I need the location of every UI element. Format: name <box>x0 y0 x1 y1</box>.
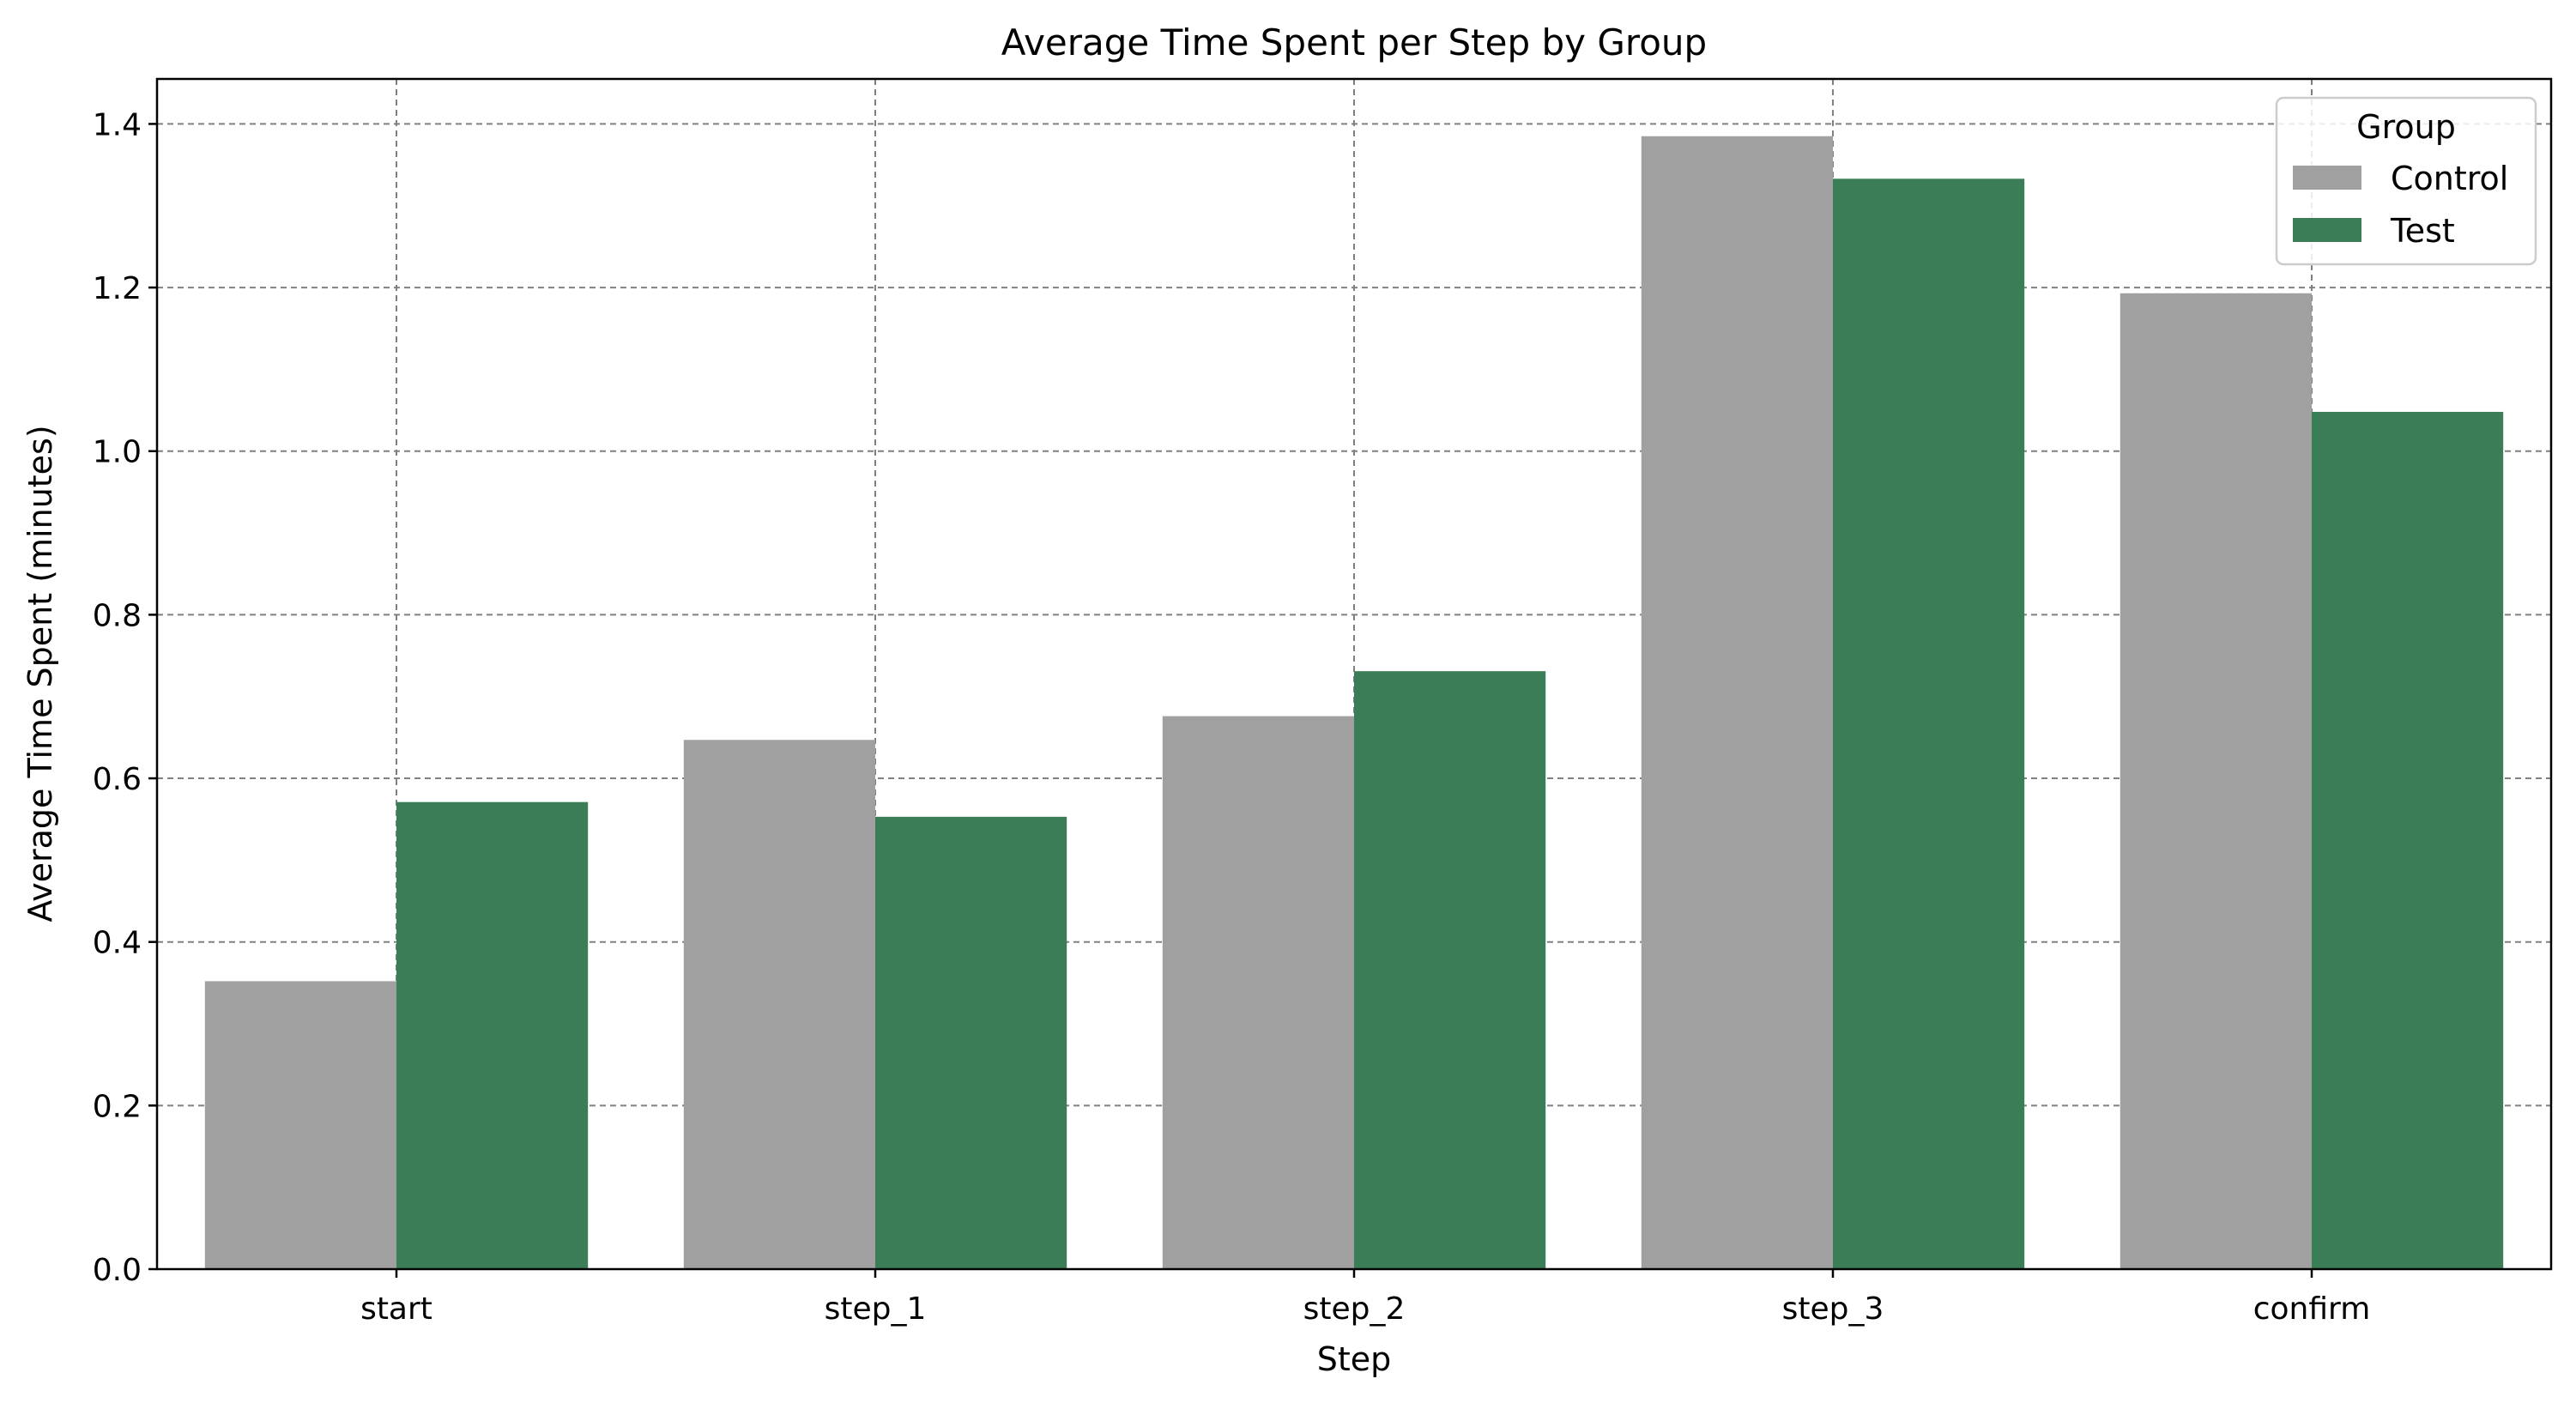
x-axis-label: Step <box>1317 1340 1392 1378</box>
bars <box>204 136 2504 1269</box>
y-axis: 0.0 0.2 0.4 0.6 0.8 1.0 1.2 1.4 <box>93 107 157 1288</box>
x-tick-label: step_1 <box>825 1291 927 1327</box>
bar-test-start <box>396 801 589 1269</box>
y-tick-label: 0.6 <box>93 762 142 797</box>
y-tick-label: 1.2 <box>93 271 142 306</box>
bar-control-start <box>204 981 396 1269</box>
y-axis-label: Average Time Spent (minutes) <box>21 425 59 922</box>
bar-test-step-1 <box>875 816 1067 1269</box>
y-tick-label: 0.4 <box>93 926 142 961</box>
legend-label-test: Test <box>2390 212 2455 250</box>
legend-title: Group <box>2356 108 2456 146</box>
bar-control-confirm <box>2119 293 2312 1269</box>
x-tick-label: step_3 <box>1782 1291 1884 1327</box>
y-tick-label: 1.0 <box>93 435 142 470</box>
x-tick-label: step_2 <box>1303 1291 1406 1327</box>
y-tick-label: 0.8 <box>93 598 142 633</box>
y-tick-label: 1.4 <box>93 107 142 142</box>
bar-control-step-1 <box>683 740 875 1269</box>
bar-control-step-3 <box>1641 136 1833 1269</box>
x-axis: start step_1 step_2 step_3 confirm <box>360 1269 2370 1327</box>
bar-control-step-2 <box>1162 716 1354 1269</box>
bar-test-step-2 <box>1354 671 1546 1269</box>
legend: Group Control Test <box>2275 96 2537 266</box>
chart-title: Average Time Spent per Step by Group <box>1001 21 1707 63</box>
legend-swatch-control <box>2293 166 2361 190</box>
bar-test-confirm <box>2312 411 2504 1269</box>
legend-swatch-test <box>2293 218 2361 242</box>
x-tick-label: confirm <box>2253 1291 2371 1327</box>
x-tick-label: start <box>360 1291 432 1327</box>
y-tick-label: 0.2 <box>93 1089 142 1124</box>
y-tick-label: 0.0 <box>93 1253 142 1288</box>
bar-test-step-3 <box>1833 178 2025 1269</box>
legend-label-control: Control <box>2391 160 2508 197</box>
